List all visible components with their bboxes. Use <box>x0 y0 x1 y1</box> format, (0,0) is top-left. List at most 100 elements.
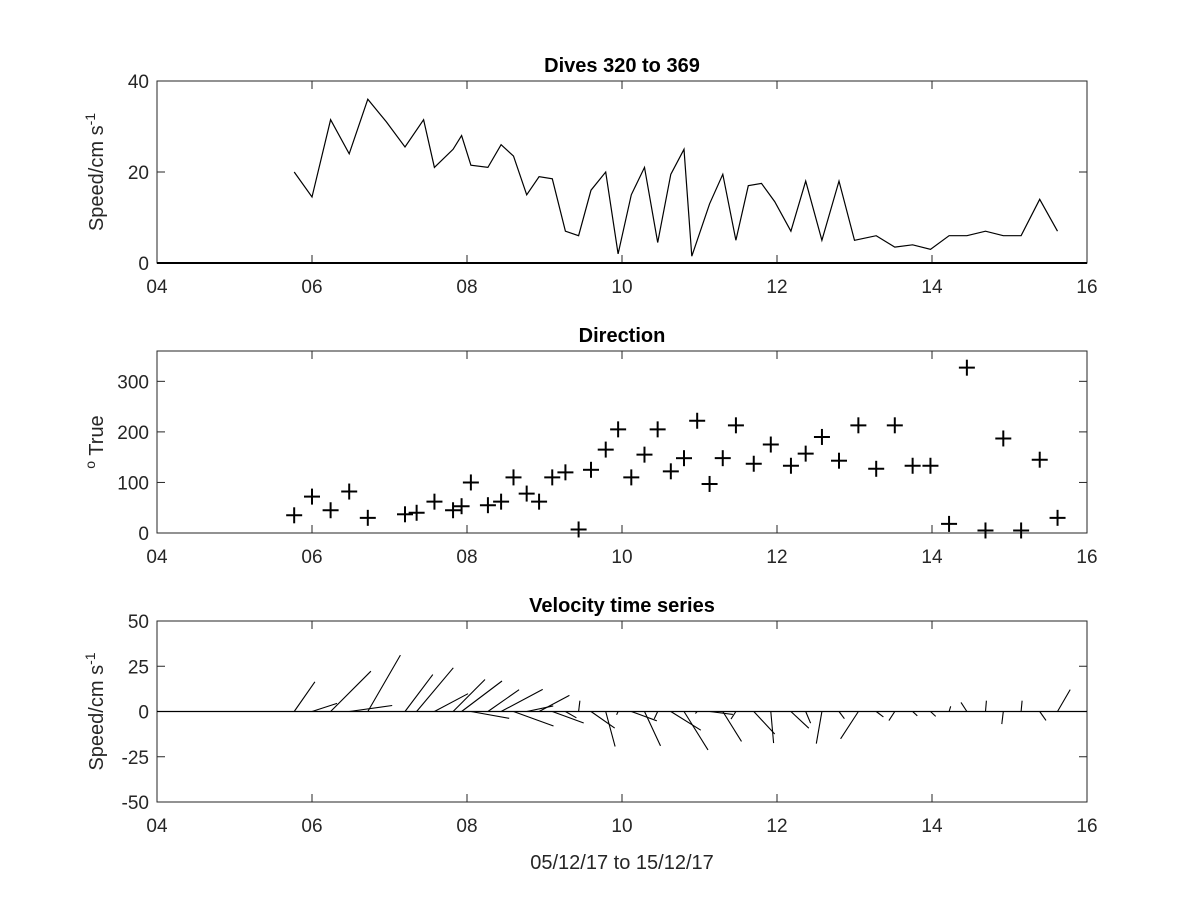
y-tick-label: 0 <box>138 703 149 724</box>
x-tick-label: 06 <box>301 816 322 837</box>
velocity-stick <box>709 710 733 715</box>
y-tick-label: 20 <box>128 163 149 184</box>
speed-series-line <box>293 97 1059 257</box>
x-tick-label: 10 <box>611 816 632 837</box>
velocity-stick <box>538 694 570 712</box>
y-axis-label: o True <box>82 415 108 468</box>
data-point <box>557 464 574 481</box>
data-point <box>941 515 958 532</box>
y-tick-label: 40 <box>128 72 149 93</box>
y-tick-label: 100 <box>117 473 149 494</box>
velocity-stick <box>838 711 845 720</box>
data-point <box>762 436 779 453</box>
velocity-stick <box>930 711 937 717</box>
velocity-stick <box>416 667 454 712</box>
x-tick-label: 08 <box>456 547 477 568</box>
data-point <box>304 488 320 505</box>
velocity-stick <box>434 693 469 712</box>
velocity-stick <box>578 700 581 712</box>
data-point <box>662 463 679 480</box>
data-point <box>493 493 510 510</box>
data-point <box>886 417 903 434</box>
x-tick-label: 14 <box>921 547 943 568</box>
x-tick-label: 16 <box>1076 816 1097 837</box>
data-point <box>623 469 640 486</box>
data-point <box>322 502 339 519</box>
data-point <box>570 521 587 538</box>
velocity-stick <box>683 711 709 751</box>
velocity-stick <box>888 711 896 721</box>
x-tick-label: 08 <box>456 816 477 837</box>
y-axis-label: Speed/cm s-1 <box>82 652 108 770</box>
data-point <box>597 441 614 458</box>
y-tick-label: 50 <box>128 612 149 633</box>
data-point <box>904 457 921 474</box>
axes-box <box>156 350 1088 534</box>
velocity-stick <box>487 689 520 712</box>
velocity-stick <box>631 710 657 722</box>
velocity-stick <box>984 700 987 712</box>
x-axis-label: 05/12/17 to 15/12/17 <box>530 852 714 874</box>
velocity-stick <box>960 702 968 712</box>
data-point <box>977 522 994 539</box>
data-point <box>505 469 522 486</box>
velocity-stick <box>912 711 918 717</box>
chart-panel-2: Direction 04 06 08 10 12 14 16 0 100 200 300 o True <box>82 325 1098 568</box>
velocity-stick <box>670 711 702 731</box>
chart-title: Direction <box>579 325 666 347</box>
velocity-stick <box>330 670 372 712</box>
chart-title: Velocity time series <box>529 595 715 617</box>
data-point <box>544 469 561 486</box>
velocity-stick <box>694 711 698 714</box>
y-tick-label: 0 <box>138 254 149 275</box>
velocity-stick <box>293 681 316 712</box>
chart-panel-3: Velocity time series 04 06 08 10 12 14 16 50 25 0 -… <box>82 595 1098 874</box>
velocity-stick <box>753 711 776 735</box>
data-point <box>445 502 462 519</box>
data-point <box>610 421 627 438</box>
data-point <box>714 450 731 467</box>
velocity-stick <box>404 674 434 712</box>
x-tick-label: 10 <box>611 547 632 568</box>
y-tick-label: 25 <box>128 657 149 678</box>
y-tick-label: 0 <box>138 524 149 545</box>
y-tick-label: -50 <box>122 793 149 814</box>
velocity-stick <box>470 710 510 719</box>
data-point <box>462 474 479 491</box>
data-point <box>479 497 496 514</box>
data-point <box>922 457 939 474</box>
velocity-stick <box>875 711 884 718</box>
velocity-stick <box>565 711 577 719</box>
velocity-stick <box>840 711 859 740</box>
velocity-stick <box>590 711 616 729</box>
data-point <box>689 412 706 429</box>
x-tick-label: 10 <box>611 277 632 298</box>
velocity-stick <box>1001 711 1004 725</box>
data-point <box>518 485 535 502</box>
data-point <box>397 506 413 523</box>
velocity-stick <box>1057 689 1071 712</box>
data-point <box>426 493 443 510</box>
data-point <box>797 445 814 462</box>
data-point <box>676 450 692 467</box>
data-point <box>649 421 666 438</box>
x-tick-label: 06 <box>301 547 322 568</box>
data-point <box>636 446 653 463</box>
data-point <box>958 359 975 376</box>
velocity-stick <box>948 706 952 712</box>
data-point <box>813 428 830 445</box>
velocity-stick <box>653 711 659 720</box>
data-point <box>453 498 470 515</box>
x-tick-label: 04 <box>146 547 168 568</box>
velocity-stick <box>722 711 742 742</box>
velocity-stick <box>790 711 810 729</box>
velocity-stick <box>513 710 554 727</box>
data-point <box>341 483 358 500</box>
data-point <box>995 430 1012 447</box>
data-point <box>868 460 885 477</box>
velocity-stick <box>349 704 393 713</box>
velocity-stick <box>367 654 401 712</box>
x-tick-label: 12 <box>766 816 787 837</box>
velocity-stick <box>805 711 812 724</box>
